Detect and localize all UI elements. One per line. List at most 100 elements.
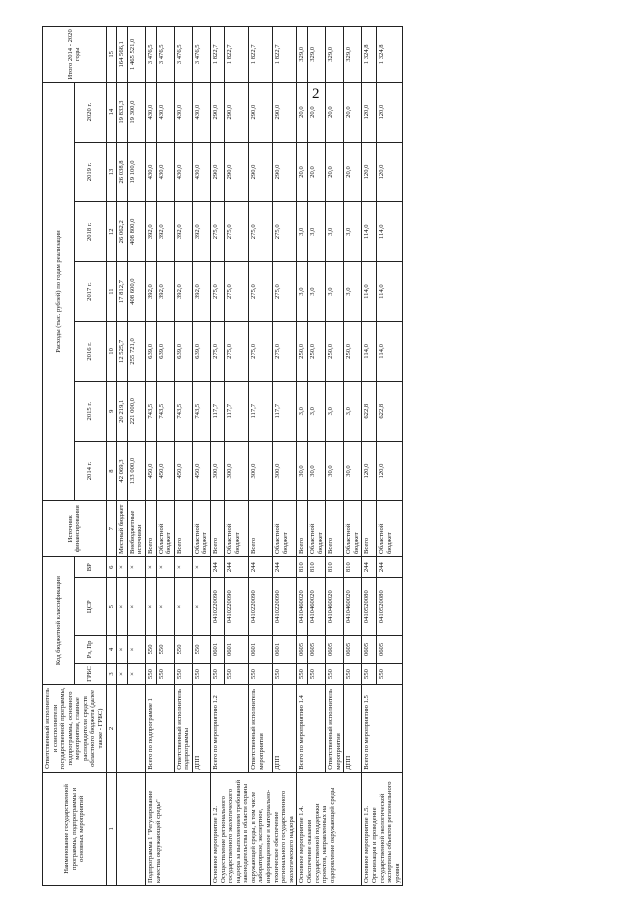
program-name-cell: Основное мероприятие 1.2. Осуществление … <box>210 772 297 886</box>
value-cell: 221 000,0 <box>127 381 146 442</box>
col-number: 15 <box>106 26 117 83</box>
value-cell: 30,0 <box>343 441 362 501</box>
value-cell: 114,0 <box>376 321 403 382</box>
value-cell: 3,0 <box>343 261 362 322</box>
value-cell: 275,0 <box>224 321 249 382</box>
grbs-cell: 550 <box>325 663 344 685</box>
value-cell: 392,0 <box>156 261 175 322</box>
column-number-row: 1 2 3 4 5 6 7 8 9 10 11 12 13 14 15 <box>106 26 117 886</box>
value-cell: 19 100,0 <box>127 142 146 202</box>
source-cell: Всего <box>210 500 225 557</box>
table-row: × × × × Местный бюджет 42 069,3 20 219,1 12 525… <box>116 26 146 886</box>
vr-cell: × <box>127 556 146 578</box>
value-cell: 392,0 <box>145 261 157 322</box>
value-cell: 120,0 <box>361 441 377 501</box>
csr-cell: 0410520080 <box>376 577 403 636</box>
rzpr-cell: 0605 <box>296 635 308 664</box>
value-cell: 430,0 <box>192 82 211 143</box>
table-row: Ответственный исполнитель подпрограммы 55… <box>174 26 193 886</box>
value-cell: 19 300,0 <box>127 82 146 143</box>
value-cell: 30,0 <box>296 441 308 501</box>
col-number: 11 <box>106 261 117 322</box>
vr-cell: 244 <box>248 556 273 578</box>
value-cell: 120,0 <box>361 82 377 143</box>
value-cell: 3,0 <box>307 261 326 322</box>
csr-cell: 0410460020 <box>296 577 308 636</box>
value-cell: 1 822,7 <box>224 26 249 83</box>
rzpr-cell: 0601 <box>272 635 297 664</box>
value-cell: 117,7 <box>272 381 297 442</box>
value-cell: 290,0 <box>224 142 249 202</box>
rzpr-cell: 0601 <box>210 635 225 664</box>
value-cell: 275,0 <box>210 261 225 322</box>
value-cell: 743,5 <box>174 381 193 442</box>
executor-cell: Всего по мероприятию 1.5 <box>361 684 403 773</box>
grbs-cell: 550 <box>192 663 211 685</box>
rzpr-cell: × <box>116 635 128 664</box>
program-name-cell: Подпрограмма 1 "Регулирование качества о… <box>145 772 211 886</box>
value-cell: 20,0 <box>296 82 308 143</box>
rzpr-cell: 550 <box>156 635 175 664</box>
header-year: 2015 г. <box>74 381 107 442</box>
rzpr-cell: 0605 <box>307 635 326 664</box>
header-year: 2016 г. <box>74 321 107 382</box>
header-csr: ЦСР <box>74 577 107 636</box>
value-cell: 392,0 <box>156 201 175 262</box>
value-cell: 329,0 <box>325 26 344 83</box>
value-cell: 290,0 <box>224 82 249 143</box>
executor-cell: Всего по мероприятию 1.2 <box>210 684 249 773</box>
grbs-cell: 550 <box>343 663 362 685</box>
value-cell: 114,0 <box>361 261 377 322</box>
grbs-cell: 550 <box>307 663 326 685</box>
header-rzpr: Рз, Пр <box>74 635 107 664</box>
table-row: Ответственный исполнитель мероприятия 550… <box>248 26 273 886</box>
value-cell: 20,0 <box>307 82 326 143</box>
value-cell: 20,0 <box>343 142 362 202</box>
col-number: 5 <box>106 577 117 636</box>
value-cell: 117,7 <box>248 381 273 442</box>
executor-cell: ДПП <box>343 684 362 773</box>
csr-cell: × <box>192 577 211 636</box>
value-cell: 639,0 <box>192 321 211 382</box>
rzpr-cell: 0601 <box>224 635 249 664</box>
header-year: 2017 г. <box>74 261 107 322</box>
col-number: 7 <box>106 500 117 557</box>
value-cell: 430,0 <box>156 142 175 202</box>
source-cell: Областной бюджет <box>272 500 297 557</box>
value-cell: 275,0 <box>210 201 225 262</box>
col-number: 13 <box>106 142 117 202</box>
vr-cell: 244 <box>210 556 225 578</box>
value-cell: 20,0 <box>307 142 326 202</box>
csr-cell: 0410220090 <box>224 577 249 636</box>
program-name-cell <box>116 772 146 886</box>
rzpr-cell: 0605 <box>376 635 403 664</box>
value-cell: 290,0 <box>248 82 273 143</box>
col-number: 2 <box>106 684 117 773</box>
value-cell: 290,0 <box>210 82 225 143</box>
rzpr-cell: 0605 <box>361 635 377 664</box>
value-cell: 430,0 <box>192 142 211 202</box>
value-cell: 275,0 <box>272 321 297 382</box>
col-number: 3 <box>106 663 117 685</box>
csr-cell: × <box>127 577 146 636</box>
csr-cell: × <box>156 577 175 636</box>
value-cell: 20,0 <box>325 82 344 143</box>
csr-cell: × <box>174 577 193 636</box>
table-row: Основное мероприятие 1.4. Обеспечение ок… <box>296 26 362 886</box>
header-year: 2020 г. <box>74 82 107 143</box>
col-number: 4 <box>106 635 117 664</box>
header-source: Источник финансирования <box>42 500 107 557</box>
value-cell: 329,0 <box>343 26 362 83</box>
header-name: Наименование государственной программы, … <box>42 772 107 886</box>
value-cell: 120,0 <box>361 142 377 202</box>
grbs-cell: 550 <box>361 663 377 685</box>
grbs-cell: 550 <box>272 663 297 685</box>
value-cell: 114,0 <box>376 201 403 262</box>
csr-cell: × <box>116 577 128 636</box>
grbs-cell: 550 <box>376 663 403 685</box>
value-cell: 20 219,1 <box>116 381 128 442</box>
value-cell: 1 465 521,0 <box>127 26 146 83</box>
csr-cell: 0410460020 <box>325 577 344 636</box>
value-cell: 117,7 <box>224 381 249 442</box>
vr-cell: × <box>174 556 193 578</box>
